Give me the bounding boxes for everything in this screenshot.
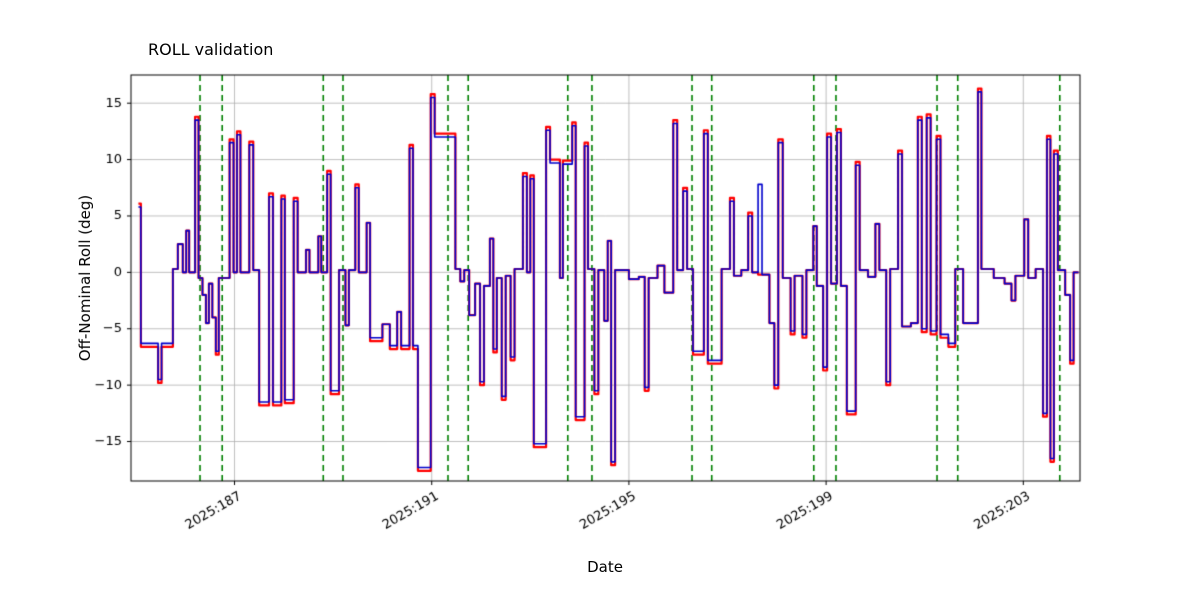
y-axis-label: Off-Nominal Roll (deg) [76,194,94,362]
chart-title: ROLL validation [148,40,274,59]
x-axis-label: Date [587,558,623,576]
